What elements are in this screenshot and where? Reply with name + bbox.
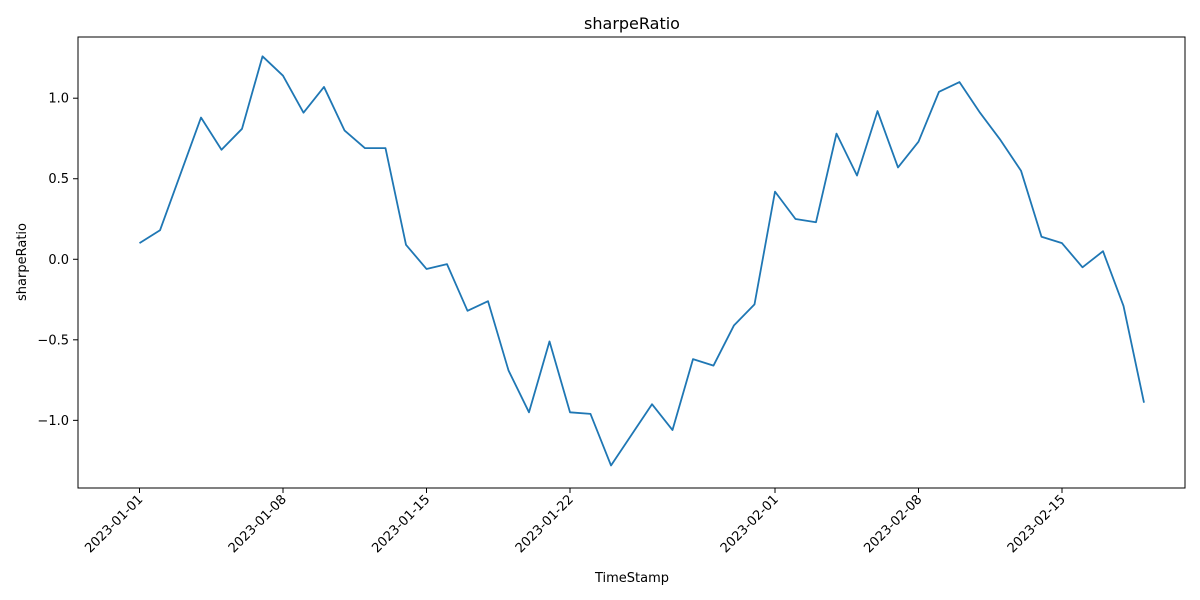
y-tick-label: −1.0 (37, 414, 69, 429)
plot-area-frame (77, 36, 1186, 489)
chart-title: sharpeRatio (584, 14, 680, 33)
y-axis: −1.0 −0.5 0.0 0.5 1.0 (37, 92, 78, 429)
y-tick-label: −0.5 (37, 333, 69, 348)
x-tick-label: 2023-02-08 (861, 492, 925, 556)
series-layer (139, 55, 1145, 467)
x-tick-label: 2023-01-01 (82, 492, 146, 556)
x-tick-label: 2023-01-08 (226, 492, 290, 556)
x-axis-label: TimeStamp (594, 571, 669, 586)
y-tick-label: 0.0 (48, 253, 69, 268)
x-tick-label: 2023-01-22 (513, 492, 577, 556)
y-tick-label: 0.5 (48, 172, 69, 187)
x-axis: 2023-01-01 2023-01-08 2023-01-15 2023-01-22… (82, 488, 1069, 556)
x-tick-label: 2023-02-01 (718, 492, 782, 556)
x-tick-label: 2023-01-15 (369, 492, 433, 556)
series-line-0 (139, 55, 1145, 467)
y-axis-label: sharpeRatio (15, 223, 30, 301)
x-tick-label: 2023-02-15 (1005, 492, 1069, 556)
y-tick-label: 1.0 (48, 92, 69, 107)
